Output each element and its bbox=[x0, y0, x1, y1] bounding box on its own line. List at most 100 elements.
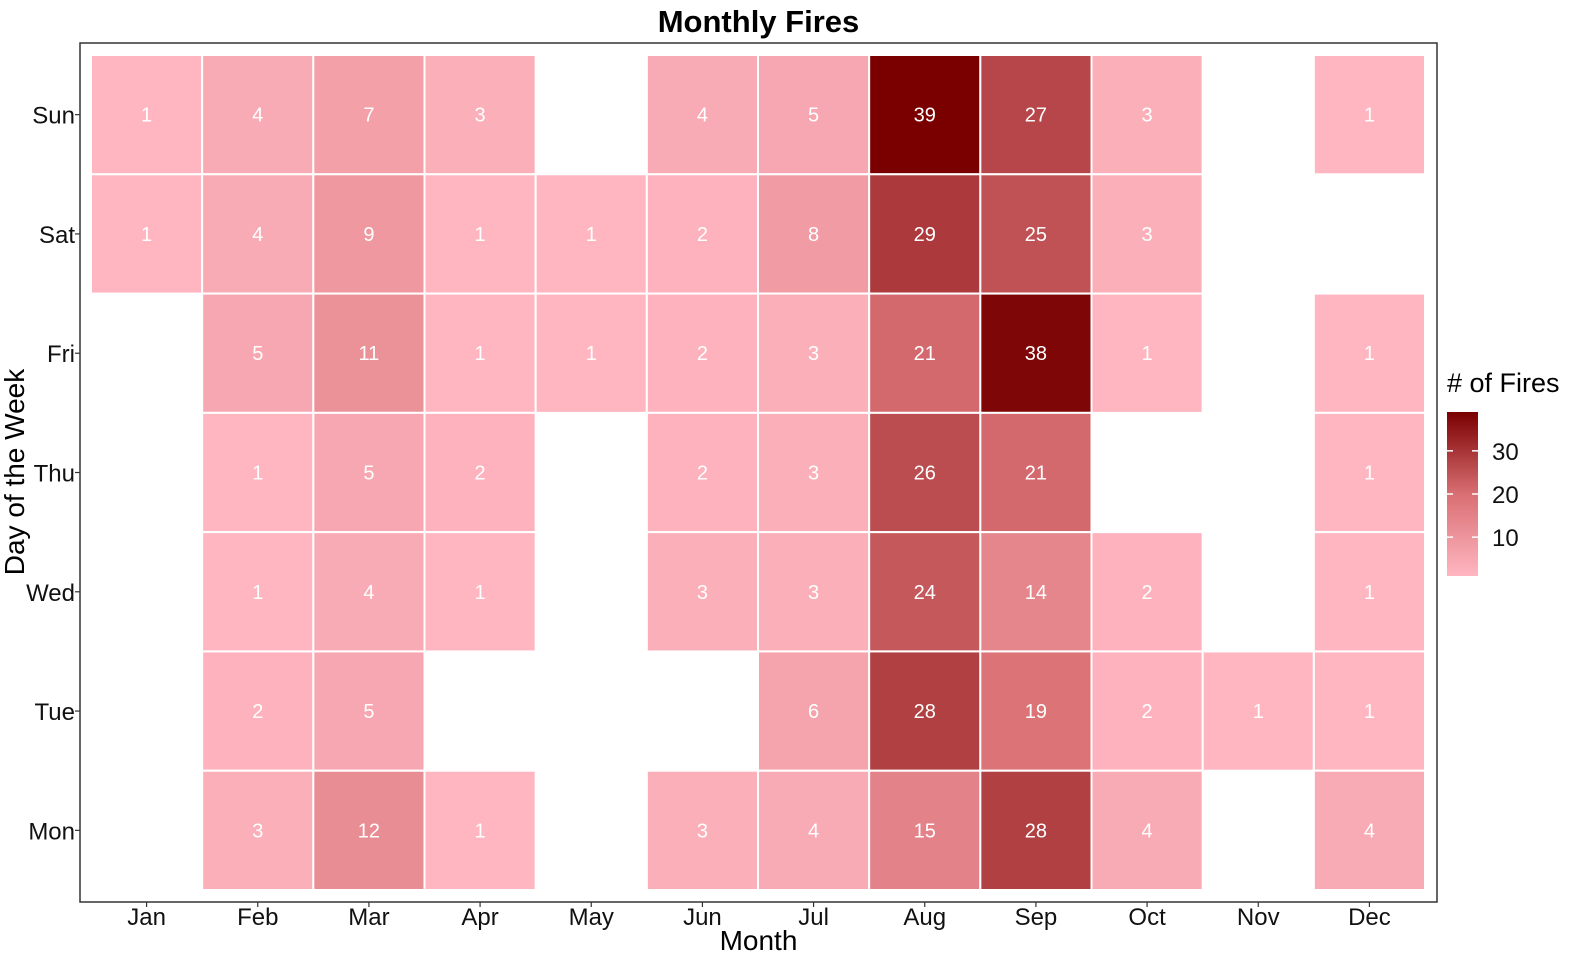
cell-label: 5 bbox=[363, 701, 374, 723]
x-tick-label: Nov bbox=[1237, 904, 1280, 931]
heatmap-cell bbox=[1090, 292, 1204, 414]
cell-label: 21 bbox=[1025, 463, 1047, 485]
heatmap-cell bbox=[1090, 54, 1204, 176]
heatmap-cell bbox=[1312, 54, 1427, 176]
x-tick-label: Jul bbox=[798, 904, 829, 931]
heatmap-cell bbox=[868, 411, 982, 534]
heatmap-cell bbox=[534, 173, 648, 295]
cell-label: 3 bbox=[252, 820, 263, 842]
legend-tick-label: 10 bbox=[1492, 525, 1519, 552]
cell-label: 2 bbox=[697, 463, 708, 485]
heatmap-cell bbox=[1090, 650, 1204, 772]
cell-label: 7 bbox=[363, 105, 374, 127]
x-tick-label: Dec bbox=[1348, 904, 1391, 931]
heatmap-cell bbox=[757, 650, 871, 772]
cell-label: 15 bbox=[914, 820, 936, 842]
x-tick-label: Oct bbox=[1128, 904, 1166, 931]
y-tick-label: Fri bbox=[47, 341, 75, 368]
y-tick-label: Tue bbox=[35, 699, 75, 726]
cell-label: 1 bbox=[475, 343, 486, 365]
cell-label: 5 bbox=[252, 343, 263, 365]
cell-label: 1 bbox=[586, 224, 597, 246]
cell-label: 1 bbox=[1364, 582, 1375, 604]
cell-label: 1 bbox=[1253, 701, 1264, 723]
heatmap-cell bbox=[757, 769, 871, 892]
cell-label: 39 bbox=[914, 105, 936, 127]
cell-label: 3 bbox=[697, 582, 708, 604]
legend-tick-label: 20 bbox=[1492, 482, 1519, 509]
heatmap-cell bbox=[757, 173, 871, 295]
x-tick-label: Feb bbox=[237, 904, 278, 931]
heatmap-cell bbox=[868, 54, 982, 176]
heatmap-cell bbox=[757, 54, 871, 176]
heatmap-cell bbox=[1312, 531, 1427, 653]
heatmap-cell bbox=[979, 54, 1093, 176]
x-axis-title: Month bbox=[719, 925, 798, 956]
heatmap-cell bbox=[312, 173, 426, 295]
heatmap-cell bbox=[534, 292, 648, 414]
cell-label: 3 bbox=[1142, 224, 1153, 246]
cell-label: 19 bbox=[1025, 701, 1047, 723]
cell-label: 1 bbox=[1142, 343, 1153, 365]
cell-label: 12 bbox=[358, 820, 380, 842]
heatmap-cell bbox=[1312, 769, 1427, 892]
cell-label: 4 bbox=[252, 105, 263, 127]
cell-label: 26 bbox=[914, 463, 936, 485]
y-tick-label: Wed bbox=[26, 580, 75, 607]
heatmap-cell bbox=[1090, 531, 1204, 653]
heatmap-cell bbox=[312, 292, 426, 414]
heatmap-cell bbox=[1312, 292, 1427, 414]
cell-label: 4 bbox=[808, 820, 819, 842]
cell-label: 28 bbox=[914, 701, 936, 723]
cell-label: 24 bbox=[914, 582, 936, 604]
x-tick-label: Jan bbox=[127, 904, 166, 931]
cell-label: 3 bbox=[475, 105, 486, 127]
cell-label: 6 bbox=[808, 701, 819, 723]
y-tick-label: Sun bbox=[32, 103, 75, 130]
heatmap-cell bbox=[312, 769, 426, 892]
y-tick-label: Mon bbox=[28, 818, 75, 845]
cell-label: 2 bbox=[475, 463, 486, 485]
cell-label: 1 bbox=[141, 105, 152, 127]
legend-title: # of Fires bbox=[1447, 368, 1560, 398]
cell-label: 1 bbox=[1364, 463, 1375, 485]
cell-label: 1 bbox=[1364, 105, 1375, 127]
x-tick-label: Aug bbox=[903, 904, 946, 931]
x-axis: Jan Feb Mar Apr May Jun Jul Aug Sep Oct Nov Dec bbox=[127, 902, 1391, 931]
cell-label: 14 bbox=[1025, 582, 1047, 604]
cell-label: 5 bbox=[808, 105, 819, 127]
heatmap-cell bbox=[1312, 650, 1427, 772]
heatmap-cell bbox=[201, 292, 315, 414]
cell-label: 2 bbox=[1142, 582, 1153, 604]
heatmap-cell bbox=[423, 411, 537, 534]
cell-label: 1 bbox=[1364, 701, 1375, 723]
cell-label: 1 bbox=[1364, 343, 1375, 365]
cell-label: 4 bbox=[363, 582, 374, 604]
heatmap-cell bbox=[1090, 769, 1204, 892]
heatmap-cell bbox=[757, 292, 871, 414]
cell-label: 11 bbox=[359, 343, 380, 365]
cell-label: 1 bbox=[252, 463, 263, 485]
cell-label: 1 bbox=[475, 820, 486, 842]
y-tick-label: Thu bbox=[34, 461, 75, 488]
cell-label: 1 bbox=[586, 343, 597, 365]
cell-label: 3 bbox=[697, 820, 708, 842]
chart-title: Monthly Fires bbox=[657, 4, 860, 39]
cell-label: 27 bbox=[1025, 105, 1047, 127]
y-axis: Sun Sat Fri Thu Wed Tue Mon bbox=[26, 103, 80, 845]
x-tick-label: Mar bbox=[348, 904, 389, 931]
heatmap-cell bbox=[423, 531, 537, 653]
heatmap-cell bbox=[312, 411, 426, 534]
heatmap-cell bbox=[645, 173, 759, 295]
cell-label: 2 bbox=[1142, 701, 1153, 723]
heatmap-cell bbox=[645, 769, 759, 892]
heatmap-cell bbox=[868, 769, 982, 892]
cell-label: 2 bbox=[697, 343, 708, 365]
cell-label: 4 bbox=[697, 105, 708, 127]
heatmap-cell bbox=[979, 531, 1093, 653]
heatmap-cell bbox=[645, 292, 759, 414]
cell-label: 4 bbox=[1364, 820, 1375, 842]
cell-label: 1 bbox=[141, 224, 152, 246]
cell-label: 29 bbox=[914, 224, 936, 246]
